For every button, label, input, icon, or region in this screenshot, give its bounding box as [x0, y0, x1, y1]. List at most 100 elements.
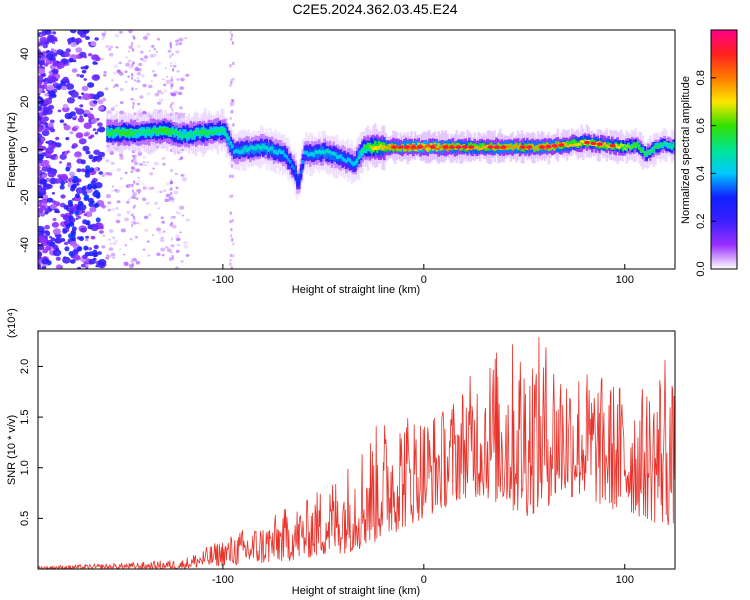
spectrogram-ridge-cell [598, 141, 601, 144]
spectrogram-ridge-cell [298, 179, 301, 184]
spectrogram-noise-cell [41, 129, 50, 137]
spectrogram-noise-cell [94, 131, 99, 135]
spectrogram-noise-cell [71, 126, 78, 132]
spectrogram-noise-cell [87, 82, 95, 88]
spectrogram-ridge-cell [428, 144, 431, 151]
spectrogram-ridge-cell [455, 147, 459, 151]
spectrogram-noise-cell [83, 213, 88, 217]
spectrogram-ridge-cell [419, 144, 422, 147]
spectrogram-noise-cell [76, 182, 80, 186]
spectrogram-noise-cell [127, 59, 132, 63]
spectrogram-ridge-cell [477, 146, 480, 150]
spectrogram-noise-cell [136, 72, 141, 76]
spectrogram-noise-cell [65, 223, 71, 229]
spectrogram-ridge-cell [591, 138, 594, 145]
spectrogram-ridge-cell [185, 134, 189, 139]
spectrogram-noise-cell [97, 99, 104, 105]
spectrogram-noise-cell [123, 261, 126, 264]
spectrogram-y-axis-label: Frequency (Hz) [6, 112, 18, 188]
spectrogram-noise-cell [142, 161, 146, 164]
spectrogram-noise-cell [81, 30, 90, 34]
spectrogram-noise-cell [55, 136, 60, 141]
spectrogram-noise-cell [46, 197, 53, 203]
spectrogram-ridge-cell [433, 144, 437, 147]
spectrogram-noise-cell [94, 37, 99, 41]
spectrogram-noise-cell [85, 150, 91, 155]
spectrogram-noise-cell [67, 37, 75, 44]
spectrogram-noise-cell [50, 48, 55, 51]
spectrogram-noise-cell [65, 166, 71, 172]
spectrogram-noise-cell [38, 67, 46, 75]
spectrogram-ridge-cell [647, 149, 650, 155]
spectrogram-noise-cell [162, 146, 165, 149]
spectrogram-ridge-cell [672, 143, 675, 146]
spectrogram-ridge-cell [374, 140, 377, 150]
spectrogram-peak-cell [500, 145, 507, 149]
spectrogram-ridge-cell [645, 151, 648, 154]
spectrogram-ridge-cell [621, 144, 625, 147]
spectrogram-noise-cell [79, 104, 84, 108]
spectrogram-ridge-cell [109, 132, 113, 136]
spectrogram-noise-cell [88, 251, 94, 257]
spectrogram-noise-cell [178, 42, 183, 45]
spectrogram-noise-cell [81, 85, 89, 92]
spectrogram-ridge-cell [363, 145, 366, 149]
spectrogram-noise-cell [156, 37, 161, 41]
spectrogram-noise-cell [38, 134, 43, 139]
spectrogram-ridge-cell [218, 128, 222, 133]
spectrogram-noise-cell [127, 198, 130, 201]
spectrogram-noise-cell [157, 101, 162, 105]
spectrogram-ridge-cell [138, 131, 142, 136]
spectrogram-ridge-cell [346, 157, 350, 161]
spectrogram-noise-cell [158, 98, 164, 102]
spectrogram-noise-cell [136, 76, 140, 79]
spectrogram-ridge-cell [665, 141, 668, 145]
spectrogram-ridge-cell [480, 143, 484, 149]
spectrogram-noise-cell [125, 81, 128, 83]
spectrogram-ridge-cell [249, 145, 252, 150]
spectrogram-noise-cell [38, 213, 41, 218]
spectrogram-noise-cell [59, 119, 65, 123]
spectrogram-noise-cell [46, 53, 54, 60]
spectrogram-noise-cell [142, 197, 147, 201]
spectrogram-noise-cell [63, 124, 71, 131]
spectrogram-noise-cell [166, 75, 168, 78]
spectrogram-ridge-cell [131, 131, 135, 135]
spectrogram-noise-cell [45, 50, 51, 54]
spectrogram-ridge-cell [668, 142, 672, 149]
spectrogram-noise-cell [56, 62, 65, 69]
spectrogram-ridge-cell [600, 144, 603, 147]
spectrogram-noise-cell [230, 101, 233, 105]
spectrogram-noise-cell [70, 90, 79, 98]
y-tick-label: 1.0 [19, 460, 31, 475]
y-tick-label: 40 [19, 48, 31, 60]
spectrogram-noise-cell [90, 134, 95, 138]
spectrogram-noise-cell [103, 74, 107, 77]
spectrogram-noise-cell [101, 245, 106, 249]
spectrogram-noise-cell [170, 216, 173, 220]
spectrogram-noise-cell [88, 154, 94, 160]
spectrogram-ridge-cell [368, 144, 372, 149]
spectrogram-noise-cell [91, 74, 101, 81]
x-tick-label: -100 [212, 274, 234, 286]
spectrogram-noise-cell [183, 241, 188, 245]
spectrogram-noise-cell [129, 238, 133, 241]
spectrogram-ridge-cell [663, 142, 666, 146]
spectrogram-noise-cell [140, 74, 145, 78]
spectrogram-peak-cell [545, 144, 552, 149]
spectrogram-ridge-cell [111, 129, 115, 139]
spectrogram-noise-cell [128, 65, 133, 70]
spectrogram-noise-cell [169, 62, 173, 64]
spectrogram-noise-cell [105, 194, 111, 199]
spectrogram-ridge-cell [204, 130, 207, 135]
spectrogram-ridge-cell [227, 137, 231, 147]
snr-x-axis-label: Height of straight line (km) [292, 585, 420, 597]
spectrogram-noise-cell [62, 103, 69, 109]
spectrogram-ridge-cell [325, 148, 328, 153]
spectrogram-noise-cell [178, 37, 184, 42]
spectrogram-noise-cell [141, 182, 146, 186]
spectrogram-ridge-cell [162, 128, 166, 133]
spectrogram-ridge-cell [410, 147, 413, 150]
spectrogram-noise-cell [133, 204, 136, 208]
spectrogram-ridge-cell [654, 145, 657, 149]
